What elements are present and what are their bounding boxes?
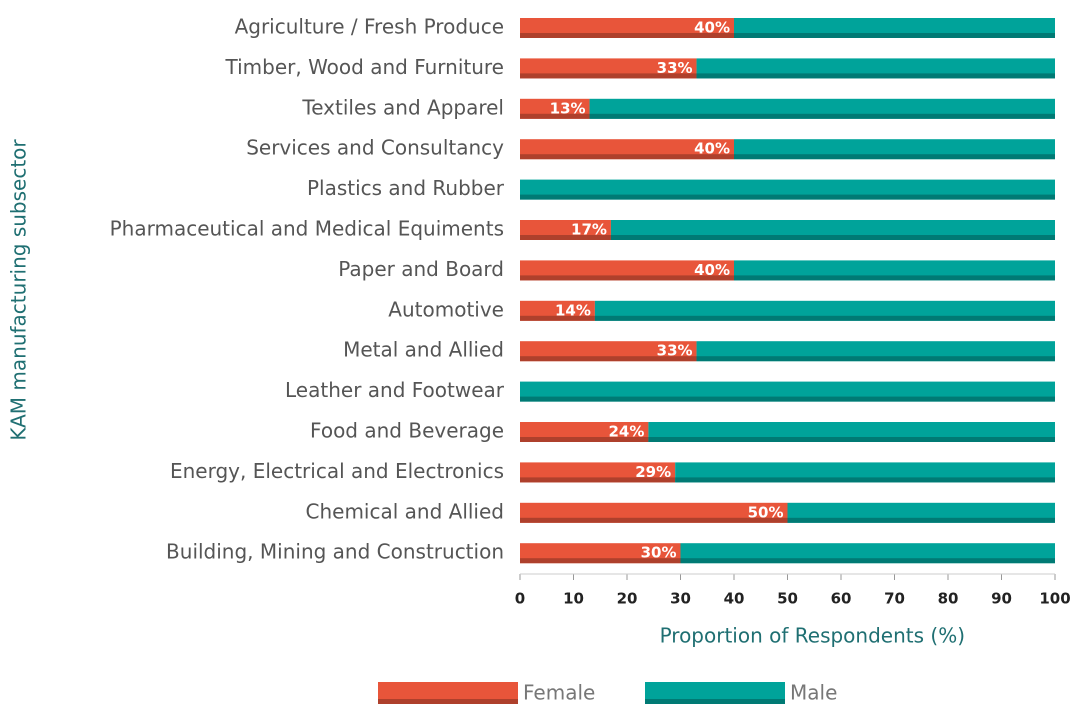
y-tick-label: Automotive bbox=[388, 297, 504, 321]
y-tick-label: Agriculture / Fresh Produce bbox=[235, 15, 504, 39]
data-label: 40% bbox=[694, 19, 730, 37]
x-tick-label: 30 bbox=[670, 590, 691, 608]
x-tick-label: 50 bbox=[777, 590, 798, 608]
y-tick-label: Pharmaceutical and Medical Equiments bbox=[110, 217, 504, 241]
data-label: 17% bbox=[571, 221, 607, 239]
legend-shade bbox=[378, 699, 518, 704]
bar-shade bbox=[696, 73, 1055, 79]
x-tick-label: 70 bbox=[884, 590, 905, 608]
y-tick-label: Services and Consultancy bbox=[246, 136, 504, 160]
bar-shade bbox=[680, 558, 1055, 564]
bar-shade bbox=[734, 275, 1055, 281]
legend-label: Female bbox=[523, 681, 595, 705]
bar-shade bbox=[734, 33, 1055, 38]
x-tick-label: 40 bbox=[724, 590, 745, 608]
bar-shade bbox=[520, 396, 1055, 402]
data-label: 33% bbox=[657, 342, 693, 360]
y-tick-label: Metal and Allied bbox=[343, 338, 504, 362]
bar-shade bbox=[520, 73, 697, 79]
bar-shade bbox=[520, 33, 734, 38]
bar-shade bbox=[787, 517, 1055, 523]
x-tick-label: 100 bbox=[1039, 590, 1070, 608]
y-tick-label: Paper and Board bbox=[338, 257, 504, 281]
x-tick-label: 20 bbox=[617, 590, 638, 608]
x-tick-label: 0 bbox=[515, 590, 525, 608]
x-tick-label: 60 bbox=[831, 590, 852, 608]
bar-shade bbox=[520, 275, 734, 281]
y-axis-title: KAM manufacturing subsector bbox=[7, 139, 31, 441]
bar-shade bbox=[696, 356, 1055, 362]
data-label: 13% bbox=[550, 99, 586, 117]
data-label: 40% bbox=[694, 140, 730, 158]
x-tick-label: 80 bbox=[938, 590, 959, 608]
bar-shade bbox=[520, 477, 676, 483]
bar-shade bbox=[675, 477, 1055, 483]
y-tick-label: Timber, Wood and Furniture bbox=[225, 55, 505, 79]
data-label: 33% bbox=[657, 59, 693, 77]
y-tick-label: Leather and Footwear bbox=[285, 378, 505, 402]
legend-swatch bbox=[645, 682, 785, 704]
bar-shade bbox=[610, 235, 1055, 240]
bar-shade bbox=[520, 517, 788, 523]
bar-shade bbox=[520, 194, 1055, 200]
legend-shade bbox=[645, 699, 785, 704]
x-tick-label: 10 bbox=[563, 590, 584, 608]
data-label: 14% bbox=[555, 301, 591, 319]
bar-shade bbox=[520, 315, 595, 321]
bar-shade bbox=[589, 113, 1055, 119]
data-label: 30% bbox=[641, 544, 677, 562]
bar-shade bbox=[594, 315, 1055, 321]
x-axis-title: Proportion of Respondents (%) bbox=[660, 624, 965, 648]
data-label: 24% bbox=[608, 423, 644, 441]
y-tick-label: Energy, Electrical and Electronics bbox=[170, 459, 504, 483]
bar-shade bbox=[734, 154, 1055, 160]
bar-shade bbox=[520, 356, 697, 362]
bar-shade bbox=[520, 558, 681, 564]
bar-shade bbox=[520, 113, 590, 119]
y-tick-label: Plastics and Rubber bbox=[307, 176, 505, 200]
y-tick-label: Textiles and Apparel bbox=[301, 95, 504, 119]
data-label: 40% bbox=[694, 261, 730, 279]
bar-shade bbox=[520, 235, 611, 240]
legend-label: Male bbox=[790, 681, 837, 705]
y-tick-label: Chemical and Allied bbox=[306, 499, 505, 523]
bar-shade bbox=[520, 437, 649, 442]
x-tick-label: 90 bbox=[991, 590, 1012, 608]
y-tick-label: Food and Beverage bbox=[310, 419, 504, 443]
bar-shade bbox=[520, 154, 734, 160]
y-tick-label: Building, Mining and Construction bbox=[166, 540, 504, 564]
bar-shade bbox=[648, 437, 1055, 442]
data-label: 29% bbox=[635, 463, 671, 481]
data-label: 50% bbox=[748, 503, 784, 521]
legend-swatch bbox=[378, 682, 518, 704]
